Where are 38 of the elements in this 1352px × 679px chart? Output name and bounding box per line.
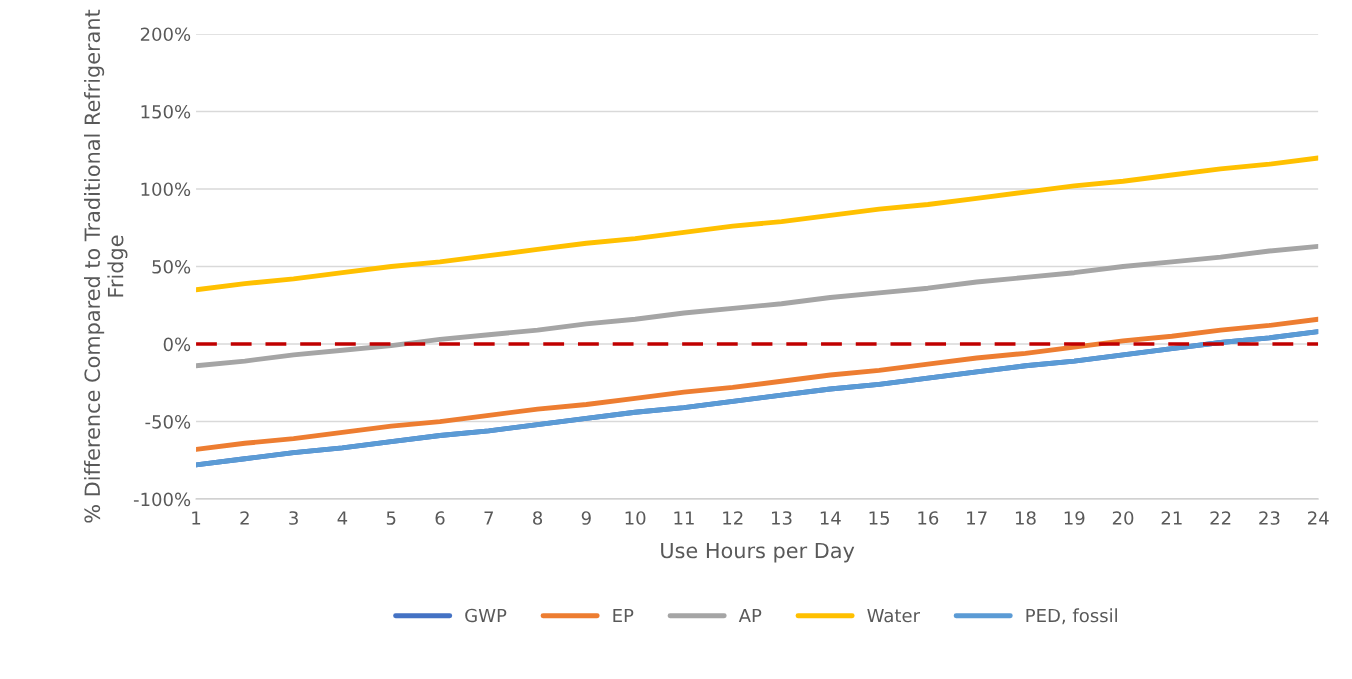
y-tick-label: 0% bbox=[163, 337, 191, 352]
y-tick-label: -50% bbox=[145, 415, 191, 429]
x-tick-label: 10 bbox=[625, 511, 646, 525]
x-tick-label: 14 bbox=[820, 511, 841, 525]
x-tick-label: 8 bbox=[533, 511, 543, 525]
x-tick-label: 2 bbox=[240, 511, 249, 525]
y-tick-label: 200% bbox=[140, 27, 191, 42]
x-tick-label: 20 bbox=[1112, 511, 1134, 525]
y-tick-label: 50% bbox=[152, 259, 191, 274]
y-axis-title: % Difference Compared to Traditional Refrigerant Fridge bbox=[84, 9, 128, 523]
x-tick-label: 19 bbox=[1064, 511, 1085, 525]
x-tick-label: 11 bbox=[674, 511, 694, 525]
y-tick-label: 100% bbox=[141, 182, 191, 197]
x-tick-label: 21 bbox=[1161, 511, 1182, 525]
x-tick-label: 3 bbox=[289, 511, 298, 525]
x-tick-label: 5 bbox=[386, 511, 396, 525]
legend-label: GWP bbox=[465, 608, 507, 623]
x-tick-label: 12 bbox=[723, 511, 743, 525]
x-tick-label: 6 bbox=[435, 511, 445, 525]
x-tick-label: 22 bbox=[1210, 511, 1231, 525]
x-tick-label: 1 bbox=[192, 511, 201, 525]
x-axis-title: Use Hours per Day bbox=[661, 542, 855, 563]
x-tick-label: 15 bbox=[869, 511, 889, 525]
legend-label: Water bbox=[867, 608, 921, 623]
x-tick-label: 24 bbox=[1308, 511, 1329, 525]
x-tick-label: 13 bbox=[772, 511, 792, 525]
x-tick-label: 18 bbox=[1015, 511, 1036, 525]
legend-label: AP bbox=[738, 608, 762, 623]
legend-label: EP bbox=[613, 608, 634, 623]
x-tick-label: 9 bbox=[581, 511, 591, 525]
x-tick-label: 23 bbox=[1259, 511, 1280, 525]
x-tick-label: 17 bbox=[967, 511, 987, 525]
y-tick-label: 150% bbox=[141, 104, 191, 119]
x-tick-label: 4 bbox=[337, 511, 348, 525]
x-tick-label: 7 bbox=[484, 511, 493, 525]
x-tick-label: 16 bbox=[918, 511, 939, 525]
legend-label: PED, fossil bbox=[1026, 608, 1117, 625]
y-tick-label: -100% bbox=[133, 492, 191, 507]
